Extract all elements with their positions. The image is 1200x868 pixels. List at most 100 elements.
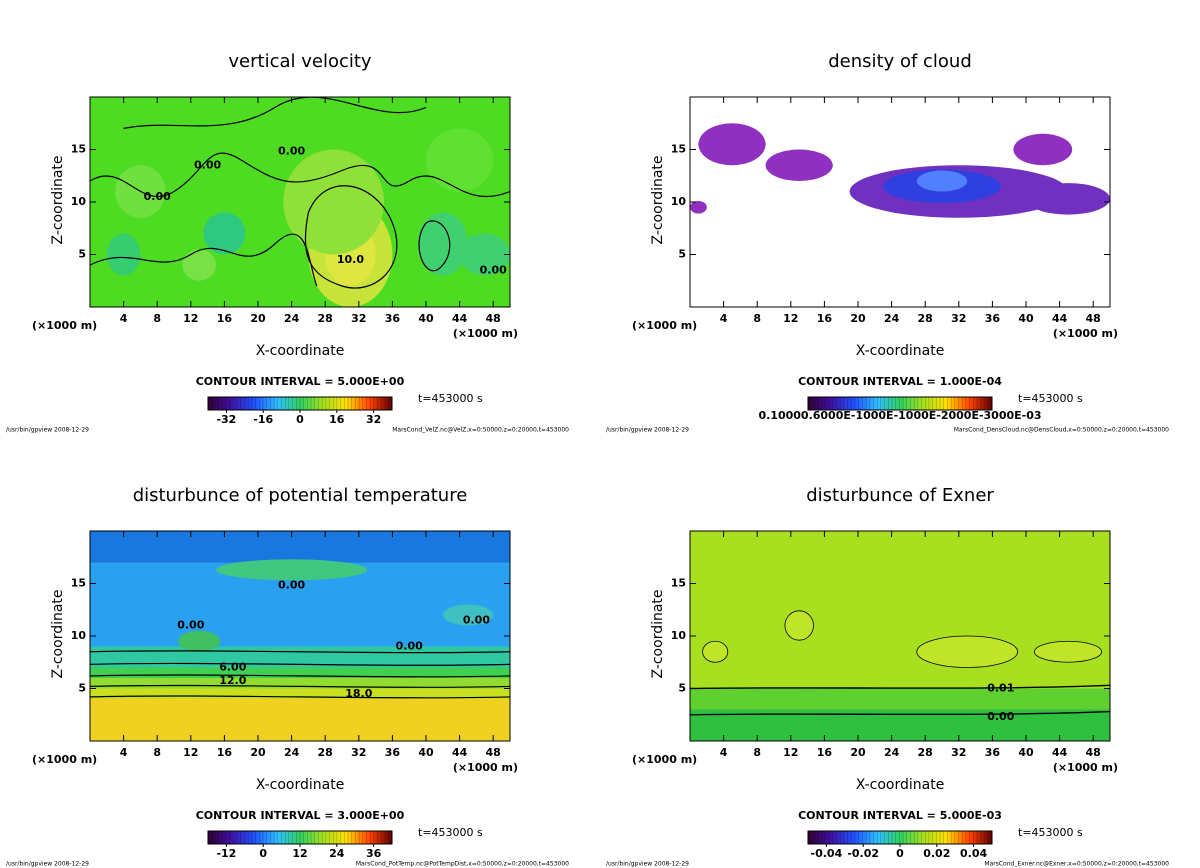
x-tick-label: 24 <box>284 312 300 325</box>
y-tick-label: 5 <box>678 682 686 695</box>
x-tick-label: 44 <box>452 746 468 759</box>
x-tick-label: 40 <box>418 746 434 759</box>
colorbar-lines <box>808 397 992 410</box>
x-tick-label: 44 <box>1052 312 1068 325</box>
contour-line <box>90 650 510 654</box>
footer-right: MarsCond_VelZ.nc@VelZ,x=0:50000,z=0:2000… <box>392 427 569 434</box>
y-tick-label: 15 <box>671 577 686 590</box>
footer-left: /usr/bin/gpview 2008-12-29 <box>6 427 89 434</box>
contour-interval: CONTOUR INTERVAL = 5.000E-03 <box>798 809 1002 822</box>
colorbar-tick-label: 0 <box>296 413 304 426</box>
contour-line <box>90 662 510 666</box>
contour-label: 0.00 <box>396 640 423 653</box>
x-tick-label: 12 <box>183 746 198 759</box>
x-tick-label: 48 <box>1086 746 1101 759</box>
colorbar-tick-label: -32 <box>216 413 236 426</box>
contour-label: 18.0 <box>345 687 372 700</box>
field-layer <box>690 531 1110 741</box>
y-axis-label: Z-coordinate <box>650 155 666 244</box>
contour-line <box>1034 640 1103 663</box>
x-axis-label: X-coordinate <box>856 777 945 793</box>
field-blob <box>283 149 384 255</box>
contour-label: 10.0 <box>337 253 364 266</box>
x-axis-label: X-coordinate <box>256 777 345 793</box>
y-tick-label: 5 <box>78 248 86 261</box>
x-tick-label: 36 <box>385 312 401 325</box>
x-unit: (×1000 m) <box>632 753 697 766</box>
x-tick-label: 8 <box>153 312 161 325</box>
field-blob <box>216 559 368 581</box>
colorbar-lines <box>208 831 392 844</box>
field-blob <box>459 233 510 276</box>
field-band <box>90 688 510 699</box>
x-unit: (×1000 m) <box>453 327 518 340</box>
x-tick-label: 8 <box>753 312 761 325</box>
y-axis-label: Z-coordinate <box>50 155 66 244</box>
x-tick-label: 32 <box>951 312 966 325</box>
x-tick-label: 24 <box>884 312 900 325</box>
x-tick-label: 24 <box>284 746 300 759</box>
x-axis-label: X-coordinate <box>856 343 945 359</box>
field-blob <box>690 200 707 214</box>
contour-line <box>90 684 510 688</box>
contour-line <box>702 640 729 663</box>
contour-line <box>690 710 1110 716</box>
field-blob <box>1013 133 1073 166</box>
x-tick-label: 4 <box>720 312 728 325</box>
x-unit: (×1000 m) <box>32 753 97 766</box>
x-tick-label: 40 <box>1018 312 1034 325</box>
x-tick-label: 20 <box>250 746 266 759</box>
x-tick-label: 16 <box>817 746 833 759</box>
y-axis-label: Z-coordinate <box>650 589 666 678</box>
x-unit: (×1000 m) <box>1053 761 1118 774</box>
contour-interval: CONTOUR INTERVAL = 1.000E-04 <box>798 375 1002 388</box>
field-layer <box>90 531 510 741</box>
x-tick-label: 36 <box>985 312 1001 325</box>
x-tick-label: 8 <box>753 746 761 759</box>
colorbar-label: 0.10000.6000E-1000E-1000E-2000E-3000E-03 <box>758 409 1041 422</box>
field-blob <box>765 149 833 181</box>
y-tick-label: 15 <box>71 577 86 590</box>
contour-label: 12.0 <box>219 674 246 687</box>
y-tick-label: 5 <box>78 682 86 695</box>
x-tick-label: 16 <box>817 312 833 325</box>
x-tick-label: 12 <box>783 746 798 759</box>
contour-interval: CONTOUR INTERVAL = 3.000E+00 <box>196 809 405 822</box>
x-axis-label: X-coordinate <box>256 343 345 359</box>
field-blob <box>426 128 494 192</box>
footer-left: /usr/bin/gpview 2008-12-29 <box>606 427 689 434</box>
contour-line <box>784 610 814 641</box>
x-tick-label: 28 <box>918 746 933 759</box>
time-label: t=453000 s <box>418 392 483 405</box>
field-layer <box>690 97 1110 307</box>
colorbar-tick-label: 0 <box>259 847 267 860</box>
y-tick-label: 5 <box>678 248 686 261</box>
field-blob <box>203 212 246 255</box>
field-band <box>690 688 1110 710</box>
field-band <box>90 667 510 678</box>
x-tick-label: 16 <box>217 312 233 325</box>
contour-label: 0.00 <box>177 619 204 632</box>
colorbar-tick-label: -0.02 <box>847 847 879 860</box>
x-tick-label: 4 <box>720 746 728 759</box>
chart-title: vertical velocity <box>228 51 372 72</box>
field-blob <box>916 170 968 192</box>
contour-interval: CONTOUR INTERVAL = 5.000E+00 <box>196 375 405 388</box>
contour-line <box>304 185 398 289</box>
contour-line <box>123 97 427 130</box>
contour-label: 0.00 <box>463 613 490 626</box>
field-band <box>90 699 510 741</box>
x-tick-label: 4 <box>120 746 128 759</box>
contour-line <box>916 635 1018 668</box>
x-tick-label: 12 <box>783 312 798 325</box>
colorbar-tick-label: 36 <box>366 847 382 860</box>
x-tick-label: 32 <box>351 746 366 759</box>
x-tick-label: 40 <box>418 312 434 325</box>
x-unit: (×1000 m) <box>453 761 518 774</box>
contour-label: 0.00 <box>278 145 305 158</box>
x-tick-label: 16 <box>217 746 233 759</box>
footer-left: /usr/bin/gpview 2008-12-29 <box>606 861 689 868</box>
